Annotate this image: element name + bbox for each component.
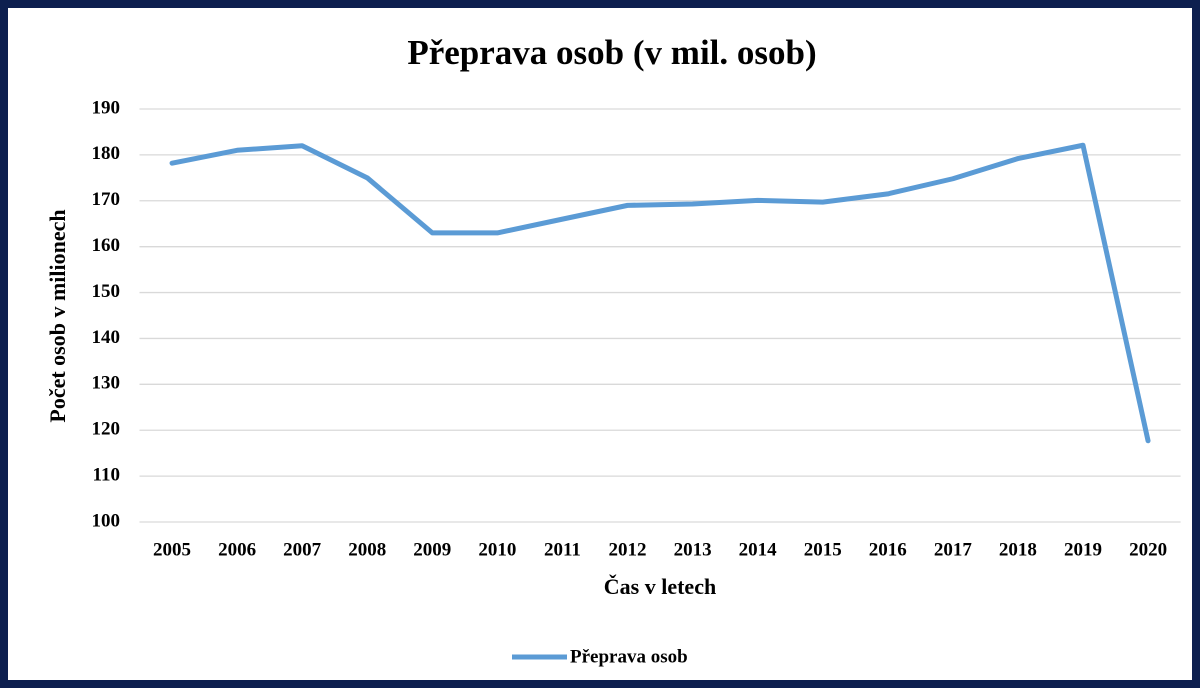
y-tick-label: 140	[92, 327, 121, 348]
x-tick-label: 2018	[999, 539, 1037, 560]
y-tick-label: 150	[92, 281, 121, 302]
x-tick-label: 2007	[283, 539, 322, 560]
x-tick-label: 2017	[934, 539, 973, 560]
y-tick-label: 190	[92, 97, 121, 118]
legend-label: Přeprava osob	[570, 646, 688, 667]
x-tick-label: 2009	[413, 539, 451, 560]
y-tick-label: 170	[92, 189, 121, 210]
x-tick-label: 2014	[739, 539, 778, 560]
data-line	[169, 142, 1151, 444]
x-tick-label: 2008	[348, 539, 386, 560]
x-tick-label: 2010	[478, 539, 516, 560]
x-tick-label: 2006	[218, 539, 256, 560]
x-axis-title: Čas v letech	[604, 574, 716, 599]
y-tick-label: 130	[92, 373, 121, 394]
y-axis-title: Počet osob v milionech	[45, 209, 70, 422]
x-tick-label: 2012	[609, 539, 647, 560]
x-tick-label: 2015	[804, 539, 842, 560]
y-tick-label: 100	[92, 510, 121, 531]
y-tick-label: 180	[92, 143, 121, 164]
x-tick-label: 2013	[674, 539, 712, 560]
y-tick-label: 120	[92, 419, 121, 440]
chart-title: Přeprava osob (v mil. osob)	[407, 33, 816, 72]
x-tick-label: 2016	[869, 539, 907, 560]
x-tick-label: 2011	[544, 539, 581, 560]
x-tick-label: 2005	[153, 539, 191, 560]
y-tick-label: 160	[92, 235, 121, 256]
x-tick-label: 2019	[1064, 539, 1102, 560]
x-tick-label: 2020	[1129, 539, 1167, 560]
y-tick-label: 110	[93, 464, 120, 485]
